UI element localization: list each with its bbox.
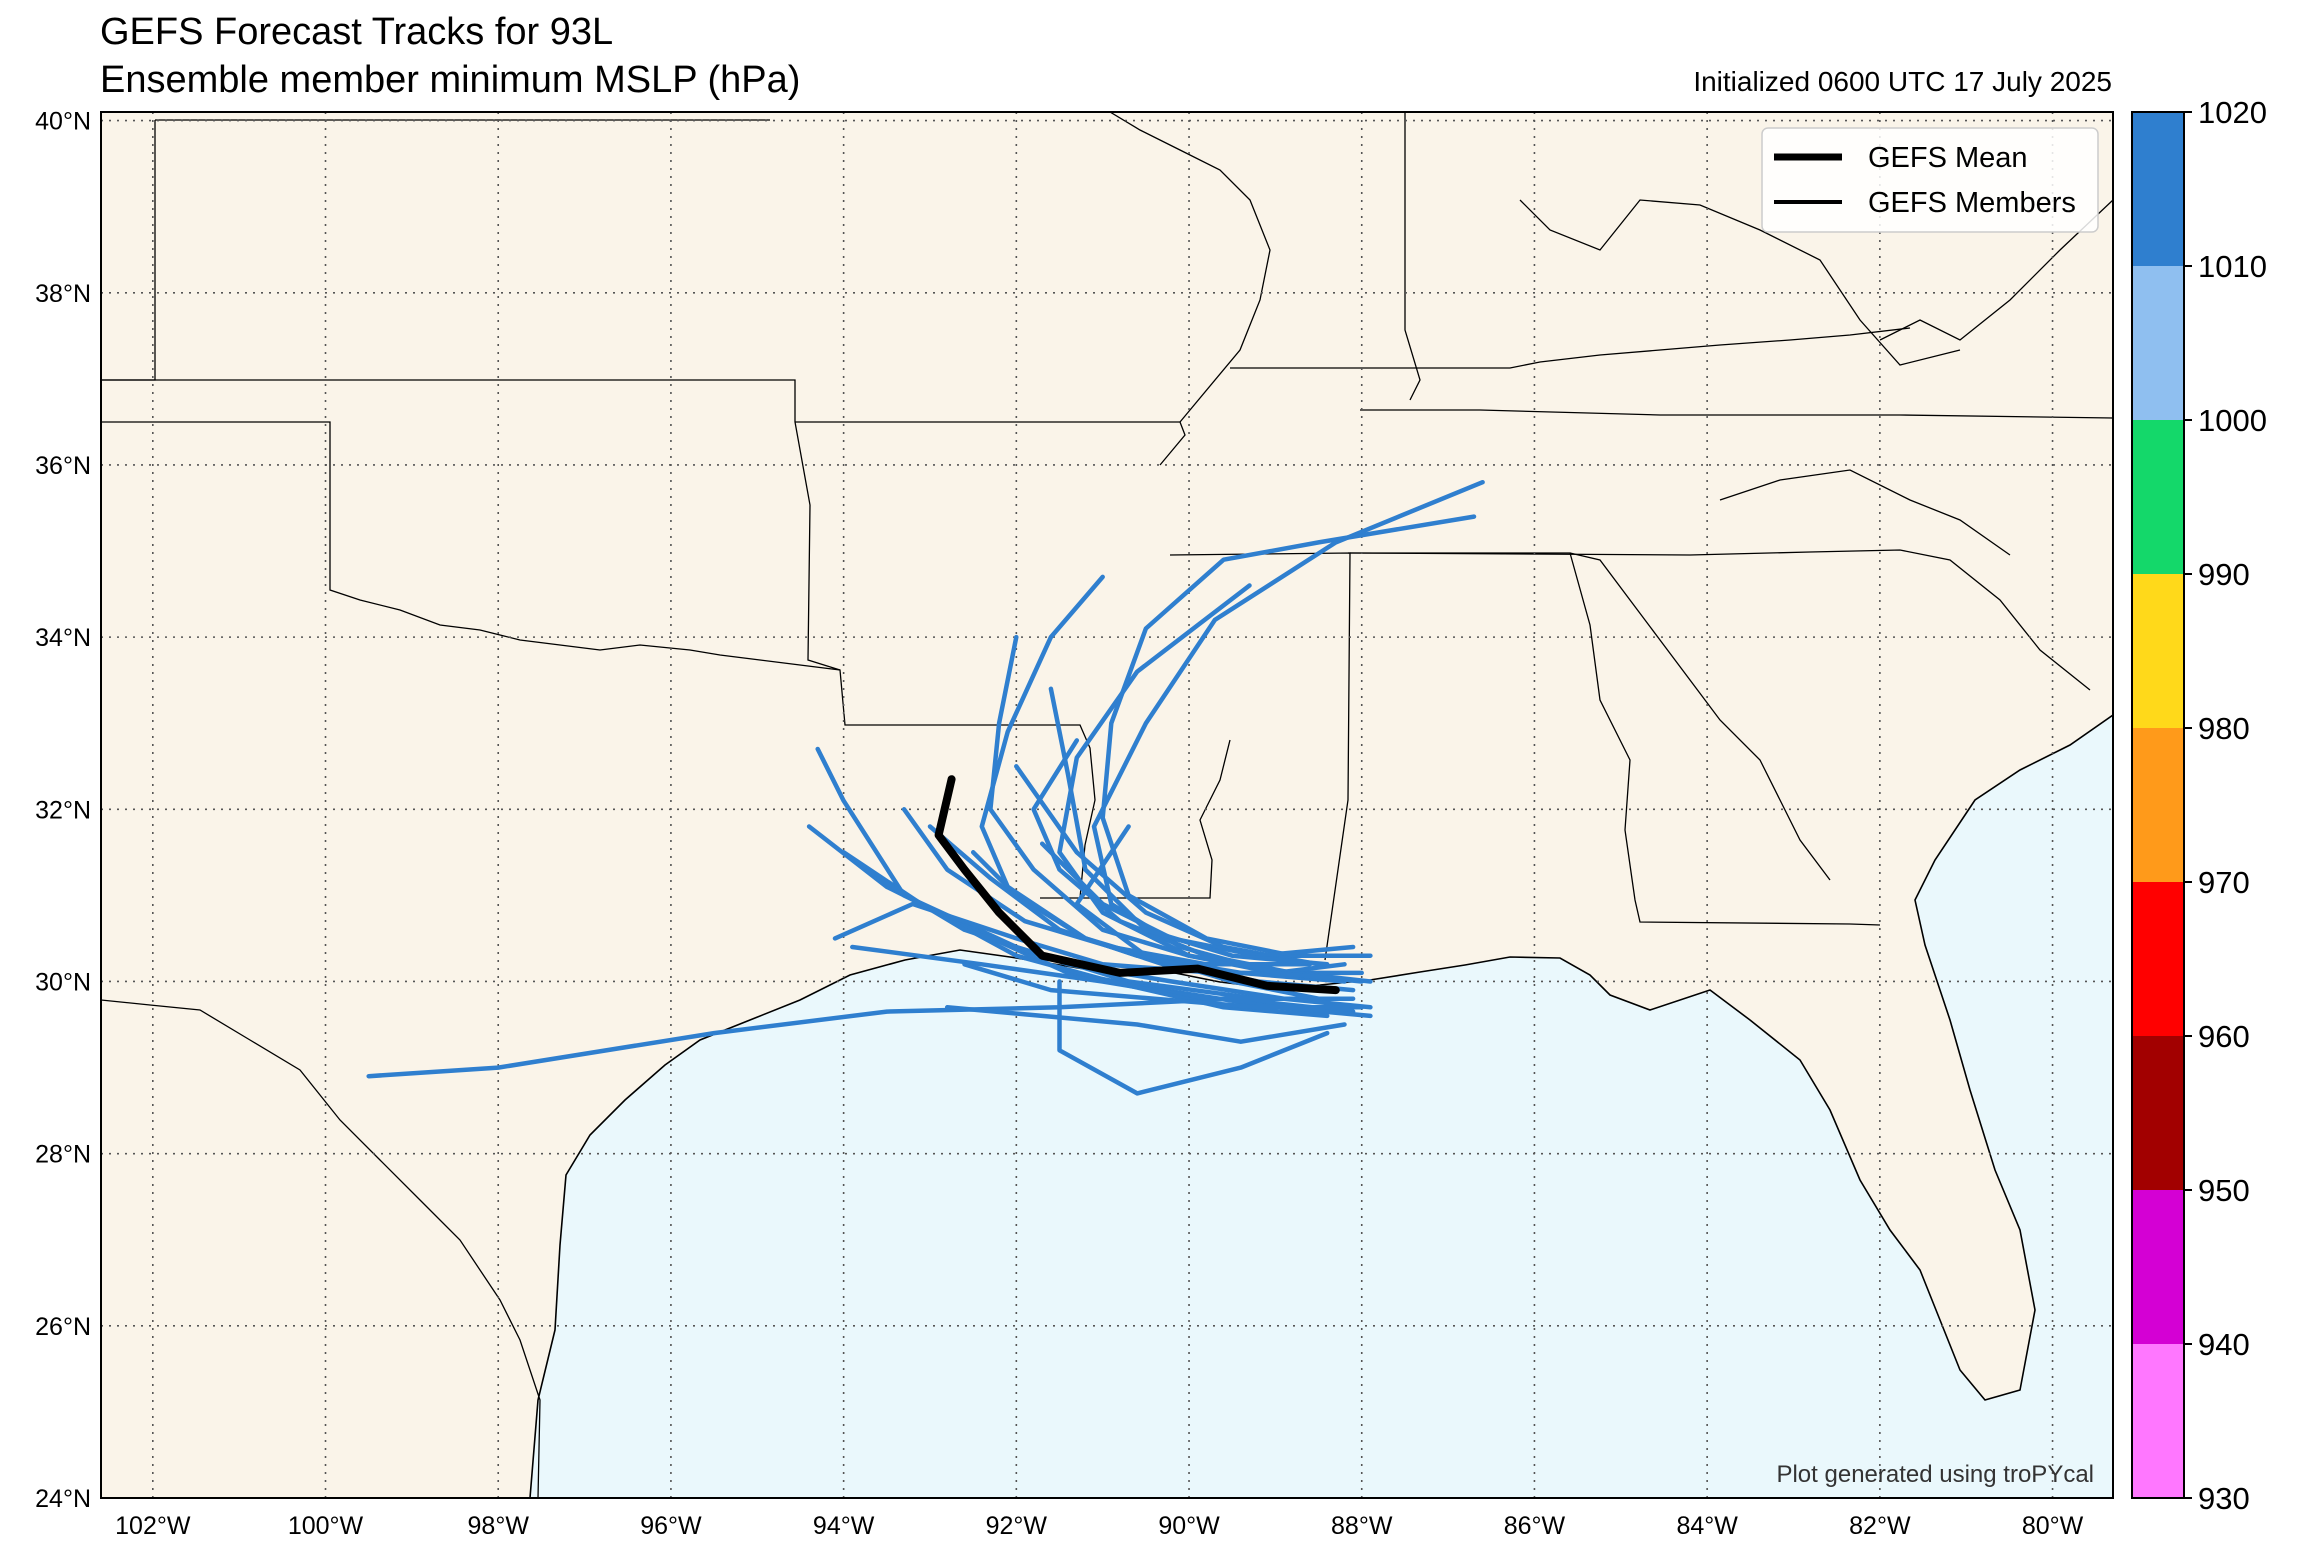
lat-tick-label: 38°N [35, 280, 91, 308]
colorbar-tick-label: 1020 [2198, 95, 2267, 130]
member-track [1100, 514, 1477, 958]
lat-tick-label: 34°N [35, 624, 91, 652]
lat-tick-label: 32°N [35, 796, 91, 824]
colorbar-tick-label: 1000 [2198, 403, 2267, 438]
mean-track [934, 775, 1340, 995]
initialized-time: Initialized 0600 UTC 17 July 2025 [1693, 66, 2112, 97]
lat-tick-label: 26°N [35, 1313, 91, 1341]
member-track [1014, 764, 1321, 967]
lon-tick-label: 82°W [1849, 1512, 1911, 1540]
colorbar-tick-label: 980 [2198, 711, 2250, 746]
lon-tick-label: 94°W [813, 1512, 875, 1540]
lon-tick-label: 84°W [1676, 1512, 1738, 1540]
lon-tick-label: 80°W [2022, 1512, 2084, 1540]
lon-tick-label: 100°W [288, 1512, 364, 1540]
colorbar-frame [2131, 111, 2185, 1499]
lon-tick-label: 98°W [468, 1512, 530, 1540]
colorbar-tick-label: 990 [2198, 557, 2250, 592]
legend-mean-label: GEFS Mean [1868, 142, 2028, 174]
lon-tick-label: 92°W [986, 1512, 1048, 1540]
credit-text: Plot generated using troPYcal [1776, 1461, 2094, 1488]
colorbar-segment [2132, 1344, 2184, 1499]
lon-tick-label: 90°W [1158, 1512, 1220, 1540]
colorbar-segment [2132, 574, 2184, 729]
axis-tick-labels: 102°W 100°W 98°W 96°W 94°W 92°W 90°W 88°W 86°W 84… [35, 108, 2084, 1540]
lat-tick-label: 40°N [35, 108, 91, 136]
forecast-tracks [366, 479, 1485, 1096]
lat-tick-label: 24°N [35, 1485, 91, 1513]
legend-box [1761, 127, 2099, 233]
colorbar-tick-label: 940 [2198, 1327, 2250, 1362]
colorbar-tick-label: 960 [2198, 1019, 2250, 1054]
lon-tick-label: 102°W [115, 1512, 191, 1540]
member-track [1057, 979, 1330, 1096]
mslp-colorbar: 1020 1010 1000 990 980 970 960 950 940 930 [2131, 95, 2267, 1516]
lat-tick-label: 28°N [35, 1141, 91, 1169]
colorbar-tick-label: 950 [2198, 1173, 2250, 1208]
lat-tick-label: 36°N [35, 452, 91, 480]
colorbar-segment [2132, 1190, 2184, 1345]
lon-tick-label: 88°W [1331, 1512, 1393, 1540]
colorbar-segment [2132, 266, 2184, 421]
colorbar-segment [2132, 1036, 2184, 1191]
member-track [1048, 686, 1330, 967]
member-track [901, 807, 1313, 967]
colorbar-tick-label: 930 [2198, 1481, 2250, 1516]
lon-tick-label: 86°W [1504, 1512, 1566, 1540]
member-track [850, 944, 1304, 1001]
colorbar-segment [2132, 882, 2184, 1037]
colorbar-segment [2132, 420, 2184, 575]
lon-tick-label: 96°W [640, 1512, 702, 1540]
colorbar-tick-label: 970 [2198, 865, 2250, 900]
plot-frame [100, 111, 2114, 1499]
legend: GEFS Mean GEFS Members [1761, 127, 2099, 233]
member-track [962, 962, 1364, 1010]
chart-subtitle: Ensemble member minimum MSLP (hPa) [100, 59, 801, 101]
colorbar-tick-label: 1010 [2198, 249, 2267, 284]
member-track [944, 1005, 1347, 1044]
colorbar-segment [2132, 112, 2184, 267]
chart-title: GEFS Forecast Tracks for 93L [100, 11, 614, 53]
colorbar-segment [2132, 728, 2184, 883]
gulf-of-mexico [530, 715, 2113, 1498]
lat-tick-label: 30°N [35, 968, 91, 996]
legend-members-label: GEFS Members [1868, 187, 2076, 219]
